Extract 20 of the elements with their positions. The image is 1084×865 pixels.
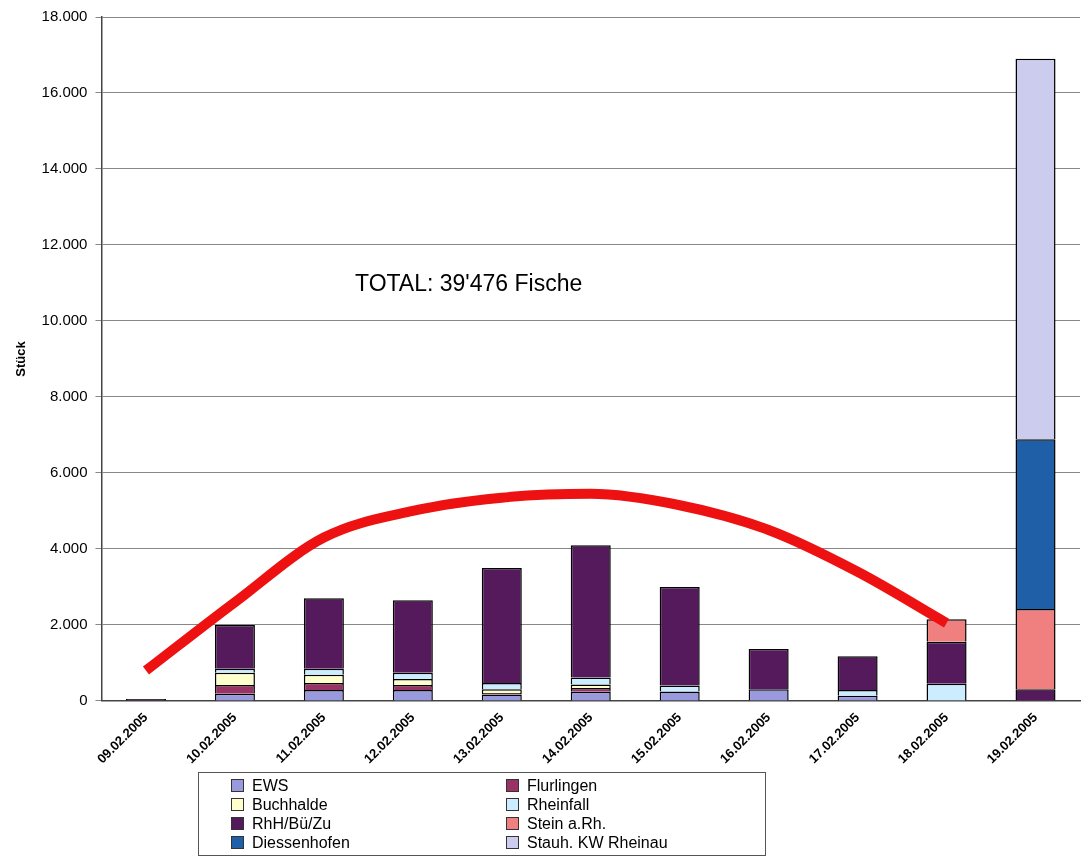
y-tick-label: 2.000 (49, 615, 88, 633)
y-tick-label: 18.000 (41, 7, 88, 25)
y-tick-label: 10.000 (41, 311, 88, 329)
y-tick-label: 12.000 (41, 235, 88, 253)
legend-label: Buchhalde (252, 795, 328, 814)
legend-label: Stauh. KW Rheinau (527, 833, 668, 852)
legend-label: Rheinfall (527, 795, 590, 814)
y-tick-label: 4.000 (49, 539, 88, 557)
y-tick-label: 6.000 (49, 463, 88, 481)
legend-label: Stein a.Rh. (527, 814, 607, 833)
legend-label: EWS (252, 776, 289, 795)
y-tick-label: 8.000 (49, 387, 88, 405)
y-tick-label: 14.000 (41, 159, 88, 177)
legend-label: RhH/Bü/Zu (252, 814, 332, 833)
y-tick-label: 16.000 (41, 83, 88, 101)
annotation: TOTAL: 39'476 Fische (355, 270, 583, 297)
legend-label: Flurlingen (527, 776, 598, 795)
y-axis-title: Stück (13, 340, 29, 377)
y-tick-label: 0 (79, 691, 88, 709)
legend-label: Diessenhofen (252, 833, 350, 852)
